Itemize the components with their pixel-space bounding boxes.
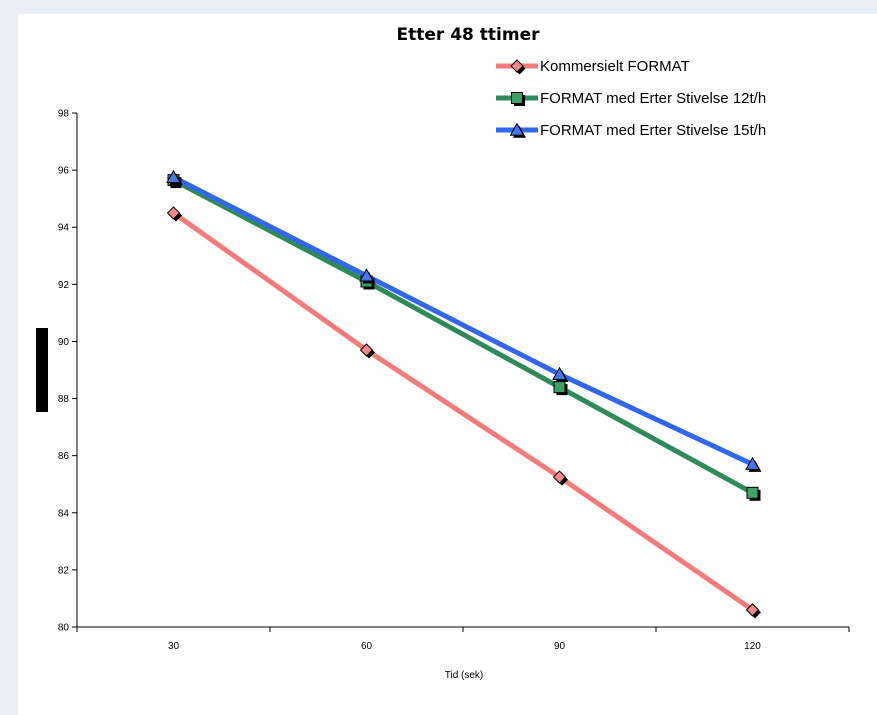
redaction-bar [36, 328, 48, 412]
y-tick-label: 80 [58, 623, 70, 634]
legend-marker-2 [511, 92, 525, 106]
series-layer [166, 169, 762, 619]
line-chart: Etter 48 ttimer 80 82 84 86 88 90 92 94 96 98 30 60… [36, 25, 850, 681]
data-point-3-4 [745, 456, 762, 472]
x-axis-title: Tid (sek) [445, 670, 484, 681]
series-line-1 [171, 210, 755, 613]
y-tick-label: 90 [58, 337, 70, 348]
x-tick-label: 120 [744, 641, 761, 652]
legend-marker-1 [510, 59, 526, 75]
data-point-3-1 [166, 169, 183, 185]
chart-panel: Etter 48 ttimer 80 82 84 86 88 90 92 94 96 98 30 60… [18, 14, 877, 715]
data-point-1-3 [552, 470, 568, 486]
y-tick-label: 98 [58, 109, 70, 120]
data-point-1-1 [166, 206, 182, 222]
x-tick-label: 60 [361, 641, 373, 652]
series-line-2 [171, 177, 755, 496]
data-point-1-2 [359, 343, 375, 359]
legend-marker-3 [509, 122, 526, 138]
y-tick-label: 86 [58, 451, 70, 462]
data-point-1-4 [745, 603, 761, 619]
y-tick-label: 94 [58, 223, 70, 234]
y-tick-label: 82 [58, 565, 70, 576]
data-point-2-3 [553, 381, 568, 396]
x-tick-label: 30 [168, 641, 180, 652]
legend-label-2: FORMAT med Erter Stivelse 12t/h [540, 90, 766, 107]
series-line-3 [171, 174, 755, 467]
y-tick-label: 88 [58, 394, 70, 405]
legend-label-3: FORMAT med Erter Stivelse 15t/h [540, 122, 766, 139]
data-point-3-3 [552, 366, 569, 382]
chart-title: Etter 48 ttimer [397, 25, 541, 45]
data-point-2-4 [746, 486, 761, 501]
x-tick-label: 90 [554, 641, 566, 652]
y-tick-label: 96 [58, 166, 70, 177]
axes: 80 82 84 86 88 90 92 94 96 98 30 60 90 120 [58, 109, 850, 652]
legend: Kommersielt FORMAT FORMAT med Erter Stive… [496, 58, 766, 139]
y-tick-label: 92 [58, 280, 70, 291]
data-point-3-2 [359, 268, 376, 284]
legend-label-1: Kommersielt FORMAT [540, 58, 690, 75]
y-tick-label: 84 [58, 508, 70, 519]
